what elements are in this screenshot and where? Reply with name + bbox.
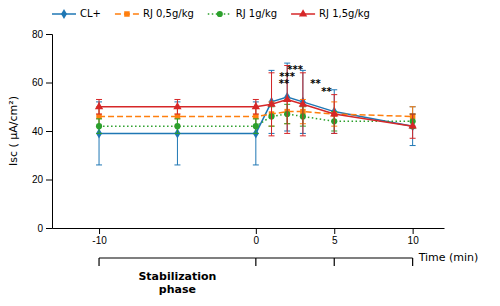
legend: CL+ RJ 0,5g/kg RJ 1g/kg RJ 1,5g/kg: [52, 8, 370, 19]
legend-label: RJ 1g/kg: [236, 8, 277, 19]
x-tick-label: -10: [92, 235, 107, 246]
x-axis: -10 0 5 10: [53, 228, 445, 246]
y-tick: 80: [32, 29, 52, 40]
x-tick: 5: [332, 228, 338, 246]
y-tick-label: 20: [32, 174, 44, 185]
y-axis-label: Isc ( μA/cm²): [7, 96, 20, 166]
point: [96, 123, 102, 129]
legend-marker: [217, 11, 223, 17]
bracket-tick: [255, 258, 256, 266]
bracket-tick: [98, 258, 99, 266]
series-line: [99, 97, 413, 133]
error-bar: [96, 119, 102, 134]
error-bar: [174, 119, 180, 134]
plot: 0 20 40 60 80 -10 0 5 10 Stabilizationphase Time (…: [32, 8, 479, 296]
marks: [95, 63, 417, 165]
chart: 0 20 40 60 80 -10 0 5 10 Stabilizationphase Time (…: [0, 0, 500, 306]
y-tick: 40: [32, 126, 52, 137]
y-tick-mark: [46, 34, 52, 35]
series: [96, 63, 416, 165]
point: [252, 102, 260, 109]
legend-marker: [61, 9, 67, 19]
bracket-line: [99, 257, 256, 258]
y-tick-label: 80: [32, 29, 44, 40]
x-tick-mark: [99, 228, 100, 234]
annotation: **: [321, 86, 332, 97]
y-tick-mark: [46, 180, 52, 181]
x-tick-mark: [334, 228, 335, 234]
legend-item: CL+: [52, 8, 101, 19]
error-bar: [253, 119, 259, 134]
y-tick-label: 0: [37, 223, 43, 234]
legend-label: RJ 1,5g/kg: [319, 8, 370, 19]
point: [253, 114, 258, 119]
annotation: **: [310, 78, 321, 89]
annotations: ************: [279, 64, 333, 97]
legend-marker: [299, 9, 307, 16]
y-tick: 20: [32, 174, 52, 185]
legend-item: RJ 0,5g/kg: [115, 8, 194, 19]
x-tick: -10: [92, 228, 107, 246]
point: [408, 121, 416, 128]
y-tick-mark: [46, 83, 52, 84]
y-tick: 0: [37, 223, 52, 234]
y-tick: 60: [32, 77, 52, 88]
annotation: ***: [287, 64, 303, 75]
point: [95, 102, 103, 109]
point: [283, 95, 291, 102]
y-axis-line: [46, 35, 53, 229]
x-tick-label: 10: [408, 235, 420, 246]
point: [299, 100, 307, 107]
x-tick-mark: [256, 228, 257, 234]
bracket-tick: [412, 258, 413, 266]
bracket-tick: [334, 258, 335, 266]
point: [253, 123, 259, 129]
y-tick-label: 60: [32, 77, 44, 88]
y-tick-mark: [46, 228, 52, 229]
legend-label: RJ 0,5g/kg: [143, 8, 194, 19]
x-tick: 0: [254, 228, 260, 246]
x-axis-line: [53, 228, 445, 229]
legend-item: RJ 1,5g/kg: [291, 8, 370, 19]
x-axis-label: Time (min): [418, 251, 479, 264]
phase-label: Stabilizationphase: [138, 270, 216, 296]
point: [173, 102, 181, 109]
x-tick-mark: [413, 228, 414, 234]
x-tick-label: 0: [254, 235, 260, 246]
point: [174, 123, 180, 129]
y-tick-mark: [46, 131, 52, 132]
legend-marker: [124, 11, 129, 16]
legend-label: CL+: [80, 8, 101, 19]
series: [95, 66, 417, 139]
series-line: [99, 99, 413, 126]
y-tick-label: 40: [32, 126, 44, 137]
x-tick: 10: [408, 228, 420, 246]
x-bracket: Stabilizationphase Time (min): [99, 251, 478, 296]
point: [96, 114, 101, 119]
point: [267, 100, 275, 107]
point: [330, 109, 338, 116]
point: [175, 114, 180, 119]
y-axis: 0 20 40 60 80: [32, 29, 53, 234]
x-tick-label: 5: [332, 235, 338, 246]
legend-item: RJ 1g/kg: [208, 8, 277, 19]
